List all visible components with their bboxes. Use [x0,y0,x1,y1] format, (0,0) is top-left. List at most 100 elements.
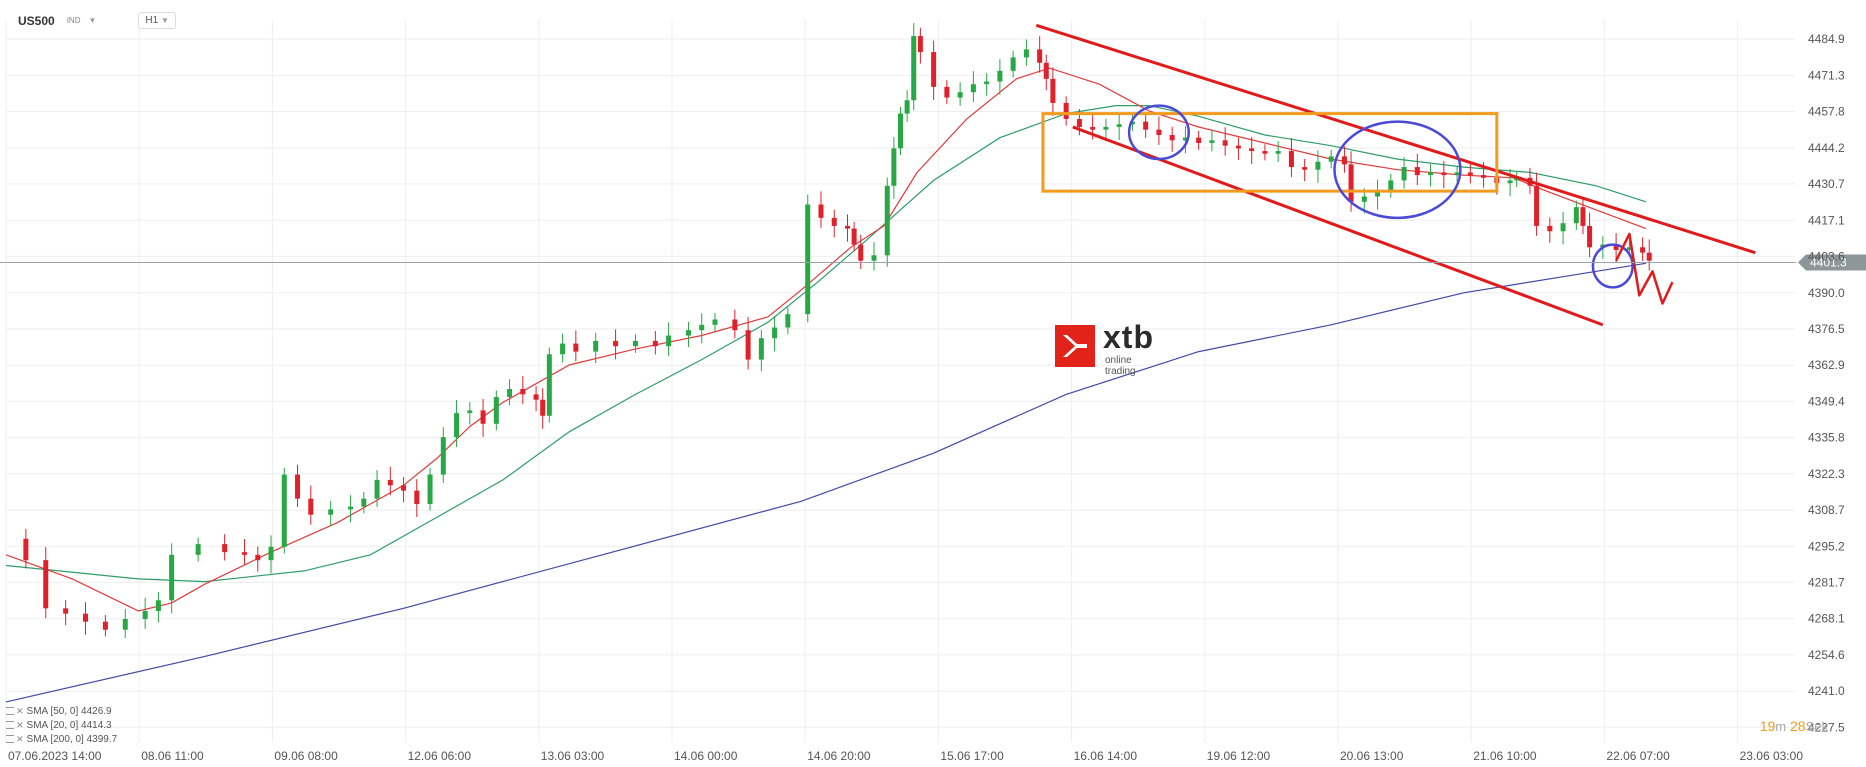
candle-body [911,36,917,101]
candle-body [1209,140,1215,144]
candle-body [699,324,705,331]
time-tick-label: 15.06 17:00 [940,749,1004,763]
time-axis: 07.06.2023 14:00 08.06 11:00 09.06 08:00 12… [8,749,1803,763]
candle-body [222,544,228,553]
candle-body [844,225,850,229]
candle-body [871,255,877,261]
timeframe-select[interactable]: H1 ▼ [138,12,176,29]
moving-averages [5,67,1647,703]
close-icon[interactable]: ✕ [16,719,24,730]
candle-body [957,92,963,98]
logo-tagline: online trading [1105,355,1136,377]
candle-body [1050,78,1056,103]
price-axis: 4484.9 4471.3 4457.8 4444.2 4430.7 4417.1 4403… [1808,32,1845,734]
close-icon[interactable]: ✕ [16,705,24,716]
candle-body [1467,172,1473,176]
candle-body [1401,167,1407,181]
legend-label: SMA [50, 0] [26,705,79,717]
candle-body [507,389,513,398]
candle-body [1156,129,1162,135]
price-tick-label: 4430.7 [1808,177,1845,191]
close-icon[interactable]: ✕ [16,733,24,744]
candle-body [573,343,579,352]
price-tick-label: 4268.1 [1808,612,1845,626]
candle-body [805,204,811,315]
candle-body [1143,121,1149,130]
time-tick-label: 19.06 12:00 [1207,749,1271,763]
projection-zigzag[interactable] [1614,232,1674,305]
channel-line[interactable] [1035,23,1756,255]
candle-body [308,498,314,515]
legend-item[interactable]: ✕ SMA [200, 0] 4399.7 [6,732,117,746]
legend-item[interactable]: ✕ SMA [50, 0] 4426.9 [6,704,117,718]
drawings[interactable] [1035,23,1756,327]
candle-body [1414,167,1420,176]
candle-body [997,70,1003,82]
candle-body [1481,175,1487,178]
candle-body [255,554,261,561]
candle-body [242,552,248,555]
price-tick-label: 4362.9 [1808,358,1845,372]
candle-body [467,410,473,414]
price-tick-label: 4444.2 [1808,141,1845,155]
legend-label: SMA [200, 0] [26,733,84,745]
time-tick-label: 07.06.2023 14:00 [8,749,102,763]
candle-body [520,389,526,395]
candle-body [758,338,764,360]
candle-body [1249,148,1255,152]
current-price-label: 4401.3 [1810,256,1847,270]
menu-icon[interactable] [6,707,14,715]
candle-body [1361,196,1367,202]
legend-item[interactable]: ✕ SMA [20, 0] 4414.3 [6,718,117,732]
candle-body [685,330,691,336]
candle-body [944,86,950,98]
candle-body [83,613,89,622]
menu-icon[interactable] [6,735,14,743]
candle-body [1441,172,1447,176]
consolidation-box[interactable] [1041,112,1499,193]
candle-body [712,319,718,325]
price-tick-label: 4322.3 [1808,467,1845,481]
candle-body [540,399,546,416]
legend-value: 4414.3 [81,719,112,731]
highlight-ellipse[interactable] [1591,243,1634,289]
candle-body [984,81,990,85]
candle-body [732,319,738,331]
xtb-logo: xtb online trading [1055,319,1165,377]
price-tick-label: 4295.2 [1808,539,1845,553]
candle-body [1043,62,1049,79]
candle-body [666,335,672,347]
candle-body [1302,167,1308,170]
candle-countdown: 19m 28Sek [1760,718,1828,734]
candle-body [1235,145,1241,149]
candle-body [1169,134,1175,141]
candle-body [560,343,566,355]
price-tick-label: 4376.5 [1808,322,1845,336]
timer-minutes: 19 [1759,718,1776,734]
time-tick-label: 14.06 00:00 [674,749,738,763]
price-tick-label: 4281.7 [1808,575,1845,589]
sma-line [5,67,1647,612]
candle-body [593,340,599,352]
candle-body [831,217,837,226]
time-tick-label: 21.06 10:00 [1473,749,1537,763]
candle-body [1341,156,1347,165]
legend-value: 4426.9 [81,705,112,717]
time-tick-label: 12.06 06:00 [408,749,472,763]
candle-body [1275,151,1281,154]
candle-body [1222,140,1228,146]
candle-body [23,538,29,561]
price-tick-label: 4390.0 [1808,286,1845,300]
highlight-ellipse[interactable] [1127,104,1190,161]
chevron-down-icon[interactable]: ▼ [88,16,97,25]
xtb-logo-icon [1055,325,1095,367]
time-tick-label: 13.06 03:00 [541,749,605,763]
symbol-name[interactable]: US500 [18,13,55,28]
menu-icon[interactable] [6,721,14,729]
candle-body [1547,225,1553,232]
candle-body [328,509,334,515]
candle-body [1090,126,1096,130]
candle-body [931,52,937,87]
highlight-ellipse[interactable] [1333,120,1462,220]
